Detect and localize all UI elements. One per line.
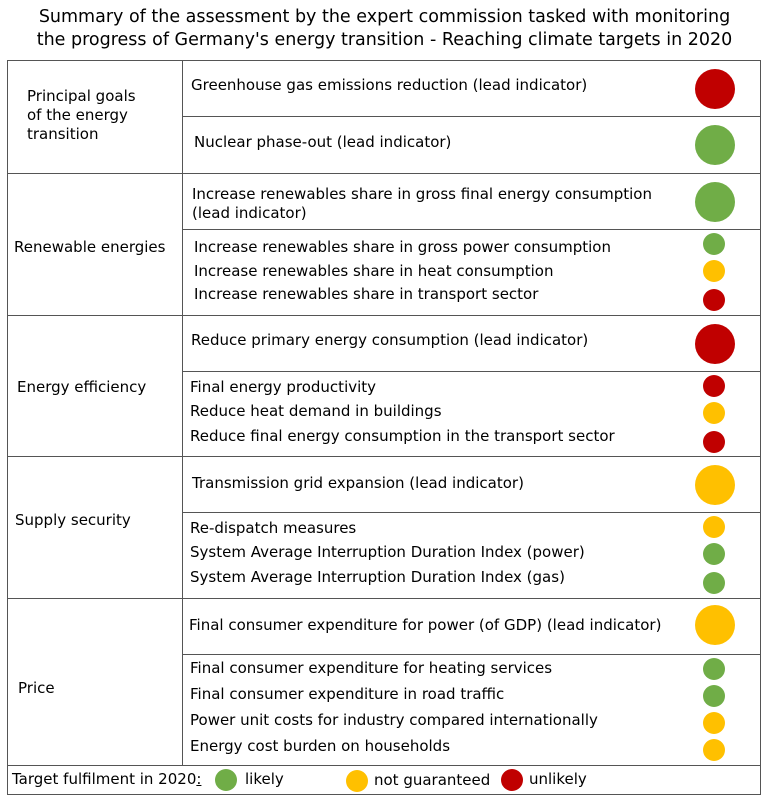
indicator-text: Re-dispatch measures [190,519,357,537]
legend-likely-label: likely [245,770,284,788]
legend-not-guaranteed-label: not guaranteed [374,771,491,789]
status-likely-icon [703,233,725,255]
indicator-text: Reduce heat demand in buildings [190,402,442,420]
status-likely-icon [703,685,725,707]
status-likely-icon [695,125,735,165]
status-unlikely-icon [703,431,725,453]
assessment-table: Principal goals of the energy transition… [7,60,761,795]
indicator-text: (lead indicator) [192,204,307,222]
label-line: transition [27,125,99,143]
status-unlikely-icon [703,375,725,397]
label-text: Renewable energies [14,238,166,256]
status-not-guaranteed-icon [703,712,725,734]
section-price: Price Final consumer expenditure for pow… [8,599,760,766]
indicator-text: Increase renewables share in gross power… [194,238,611,256]
legend-likely-icon [215,769,237,791]
legend-not-guaranteed-icon [346,770,368,792]
status-likely-icon [703,543,725,565]
lead-indicator-row: Reduce primary energy consumption (lead … [183,316,760,372]
indicator-text: Increase renewables share in transport s… [194,285,539,303]
indicator-text: Reduce primary energy consumption (lead … [191,331,589,349]
indicator-text: Energy cost burden on households [190,737,451,755]
section-label: Price [8,599,183,765]
title-line-2: the progress of Germany's energy transit… [36,30,733,50]
status-unlikely-icon [695,324,735,364]
label-text: Energy efficiency [17,378,147,396]
section-label: Energy efficiency [8,316,183,456]
title-line-1: Summary of the assessment by the expert … [38,7,731,27]
section-label: Renewable energies [8,174,183,315]
status-likely-icon [695,182,735,222]
lead-indicator-row: Final consumer expenditure for power (of… [183,599,760,655]
legend-unlikely-label: unlikely [529,770,587,788]
lead-indicator-row: Nuclear phase-out (lead indicator) [183,117,760,174]
indicator-text: Greenhouse gas emissions reduction (lead… [191,76,588,94]
label-text: Supply security [15,511,131,529]
indicator-text: Nuclear phase-out (lead indicator) [194,133,452,151]
status-not-guaranteed-icon [703,516,725,538]
indicator-text: Increase renewables share in heat consum… [194,262,554,280]
status-not-guaranteed-icon [703,402,725,424]
indicator-text: Final energy productivity [190,378,377,396]
label-line: Principal goals [27,87,136,105]
lead-indicator-row: Greenhouse gas emissions reduction (lead… [183,61,760,117]
indicator-text: Final consumer expenditure for heating s… [190,659,553,677]
status-likely-icon [703,572,725,594]
indicator-text: Transmission grid expansion (lead indica… [192,474,524,492]
status-not-guaranteed-icon [703,739,725,761]
legend-heading: Target fulfilment in 2020: [12,770,202,788]
indicator-text: Final consumer expenditure for power (of… [189,616,662,634]
status-not-guaranteed-icon [703,260,725,282]
section-renewable-energies: Renewable energies Increase renewables s… [8,174,760,316]
indicator-text: Final consumer expenditure in road traff… [190,685,505,703]
legend-unlikely-icon [501,769,523,791]
section-principal-goals: Principal goals of the energy transition… [8,61,760,174]
section-label: Supply security [8,457,183,598]
indicator-text: Reduce final energy consumption in the t… [190,427,615,445]
lead-indicator-row: Increase renewables share in gross final… [183,174,760,230]
section-label: Principal goals of the energy transition [8,61,183,173]
page-title: Summary of the assessment by the expert … [0,6,769,52]
label-text: Price [18,679,55,697]
section-supply-security: Supply security Transmission grid expans… [8,457,760,599]
indicator-text: System Average Interruption Duration Ind… [190,568,565,586]
status-not-guaranteed-icon [695,605,735,645]
label-line: of the energy [27,106,128,124]
section-energy-efficiency: Energy efficiency Reduce primary energy … [8,316,760,457]
indicator-text: Increase renewables share in gross final… [192,185,652,203]
indicator-text: System Average Interruption Duration Ind… [190,543,585,561]
status-not-guaranteed-icon [695,465,735,505]
status-unlikely-icon [703,289,725,311]
lead-indicator-row: Transmission grid expansion (lead indica… [183,457,760,513]
status-unlikely-icon [695,69,735,109]
indicator-text: Power unit costs for industry compared i… [190,711,598,729]
status-likely-icon [703,658,725,680]
legend: Target fulfilment in 2020: likely not gu… [8,765,760,794]
